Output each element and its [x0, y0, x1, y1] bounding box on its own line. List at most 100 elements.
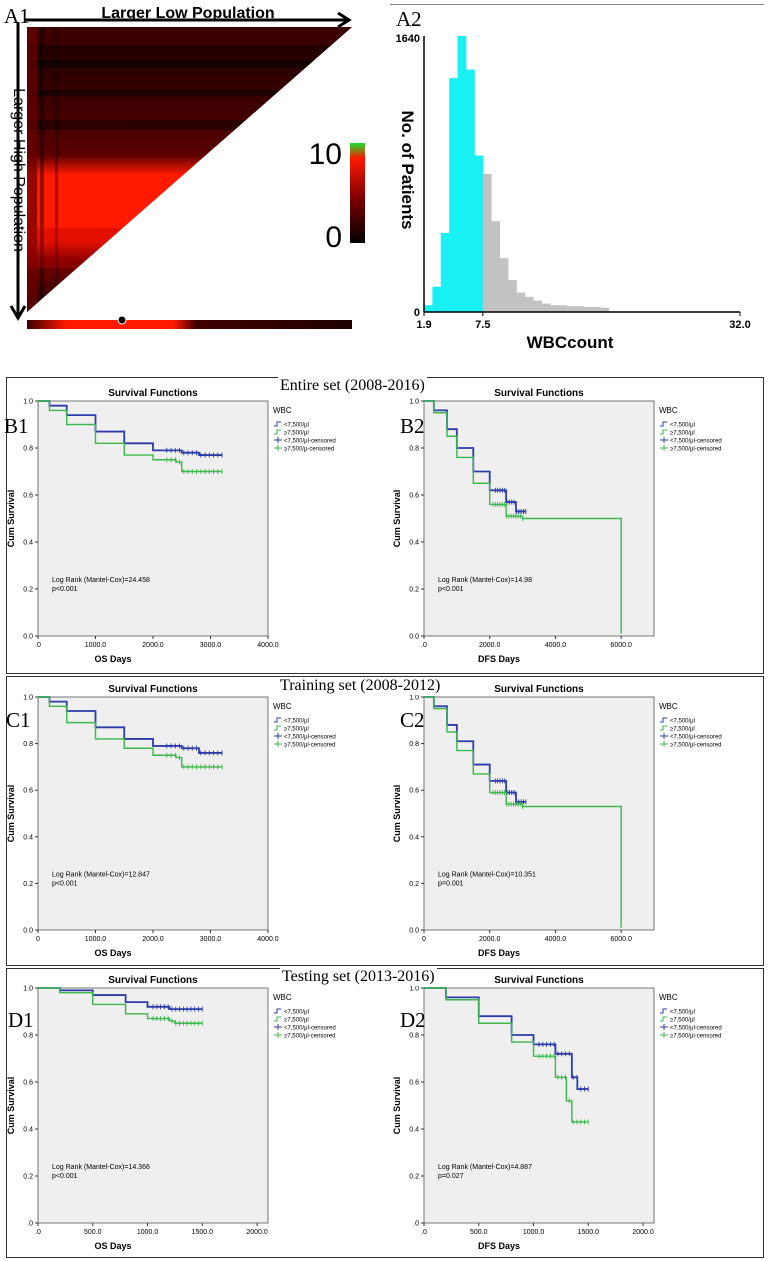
x-tick-label: 4000.0: [545, 936, 567, 943]
left-arrow-head: [9, 305, 27, 321]
legend-item: <7,500/μl-censored: [670, 735, 722, 741]
x-tick-label: .0: [421, 1229, 427, 1236]
x-tick-label: 3000.0: [200, 936, 222, 943]
legend-item: <7,500/μl-censored: [284, 1026, 336, 1032]
censor-marks: [538, 1053, 589, 1125]
x-tick-label: 2000.0: [479, 936, 501, 943]
x-tick-label: 4000.0: [545, 642, 567, 649]
hist-xtick-1: 1.9: [416, 319, 431, 331]
x-tick-label: 500.0: [470, 1229, 488, 1236]
logrank-stat: Log Rank (Mantel-Cox)=14.98: [438, 577, 532, 584]
y-tick-label: 0.2: [409, 1174, 419, 1181]
panel-label-b2: B2: [400, 414, 425, 438]
hist-y-top: 1640: [396, 33, 420, 45]
legend-item: <7,500/μl-censored: [284, 735, 336, 741]
plot-title: Survival Functions: [494, 975, 584, 986]
logrank-p: p=0.027: [438, 1173, 464, 1180]
censor-marks: [494, 778, 527, 805]
y-tick-label: 0.6: [23, 1080, 33, 1087]
logrank-p: p<0.001: [52, 880, 78, 887]
hist-bar: [541, 303, 551, 312]
histogram-bars: [424, 36, 610, 312]
x-tick-label: 0: [36, 936, 40, 943]
y-tick-label: .0: [413, 1221, 419, 1228]
y-tick-label: 0.8: [23, 446, 33, 453]
panel-label-a2: A2: [396, 7, 422, 31]
left-arrow-label: Larger High Population: [10, 88, 27, 252]
legend-title: WBC: [273, 702, 292, 711]
plot-area: [423, 696, 655, 931]
x-tick-label: .0: [35, 642, 41, 649]
panel-label-c1: C1: [6, 708, 31, 732]
plot-area: [37, 696, 269, 931]
x-axis-label: DFS Days: [478, 948, 520, 958]
legend-swatch: [660, 1008, 667, 1014]
hist-bar: [600, 307, 610, 312]
y-tick-label: 1.0: [23, 986, 33, 993]
censor-marks: [166, 457, 223, 474]
legend-item: ≥7,500/μl: [284, 727, 309, 733]
legend-swatch: [274, 717, 281, 723]
hist-bar: [591, 306, 601, 312]
y-tick-label: 0.6: [409, 788, 419, 795]
legend-item: ≥7,500/μl-censored: [670, 743, 721, 749]
y-tick-label: 0.2: [23, 1174, 33, 1181]
legend-item: <7,500/μl-censored: [670, 1026, 722, 1032]
plot-area: [37, 400, 269, 637]
y-tick-label: 0.4: [409, 540, 419, 547]
y-tick-label: 0.6: [23, 493, 33, 500]
x-tick-label: 3000.0: [200, 642, 222, 649]
hist-bar: [499, 258, 509, 312]
censor-marks: [492, 790, 524, 810]
x-tick-label: .0: [421, 642, 427, 649]
survival-curve-high-wbc: [38, 987, 203, 1024]
legend-item: ≥7,500/μl-censored: [284, 1034, 335, 1040]
km-plot-c2: Survival Functions 0.0 0.2 0.4 0.6 0.8 1.0 0 200…: [392, 684, 722, 958]
y-tick-label: 0.2: [23, 587, 33, 594]
legend-item: ≥7,500/μl-censored: [284, 743, 335, 749]
hist-bar: [491, 221, 500, 312]
x-axis-label: DFS Days: [478, 654, 520, 664]
heatmap-bottom-strip: [27, 320, 352, 329]
y-tick-label: 1.0: [409, 399, 419, 406]
x-tick-label: 4000.0: [257, 642, 279, 649]
y-axis-label: Cum Survival: [6, 785, 16, 843]
legend-swatch: [660, 1016, 667, 1022]
hist-bar: [474, 155, 484, 312]
plot-area: [423, 987, 655, 1224]
logrank-stat: Log Rank (Mantel-Cox)=10.351: [438, 871, 536, 878]
hist-bar: [566, 306, 576, 312]
x-tick-label: .0: [35, 1229, 41, 1236]
legend-swatch: [274, 421, 281, 427]
panel-a2-histogram: 1640 0 No. of Patients 1.9 7.5 32.0 WBCc…: [396, 33, 751, 352]
legend-title: WBC: [659, 702, 678, 711]
hist-bar: [440, 232, 450, 312]
km-plot-d1: Survival Functions .0 0.2 0.4 0.6 0.8 1.0 .0 500…: [6, 975, 336, 1251]
legend-swatch: [660, 421, 667, 427]
survival-curve-low-wbc: [424, 987, 589, 1090]
y-axis-label: Cum Survival: [392, 490, 402, 548]
plot-title: Survival Functions: [108, 975, 198, 986]
legend-item: ≥7,500/μl: [670, 431, 695, 437]
x-tick-label: 6000.0: [610, 642, 632, 649]
legend-title: WBC: [659, 993, 678, 1002]
x-tick-label: 500.0: [84, 1229, 102, 1236]
logrank-stat: Log Rank (Mantel-Cox)=12.847: [52, 871, 150, 878]
logrank-stat: Log Rank (Mantel-Cox)=4.887: [438, 1164, 532, 1171]
x-tick-label: 2000.0: [479, 642, 501, 649]
section-title-testing: Testing set (2013-2016): [280, 968, 437, 986]
censor-marks: [152, 1016, 203, 1026]
y-tick-label: .0: [27, 1221, 33, 1228]
x-tick-label: 1000.0: [85, 642, 107, 649]
hist-bar: [575, 306, 584, 312]
censor-marks: [538, 1041, 589, 1092]
y-tick-label: 0.6: [23, 788, 33, 795]
top-arrow-head: [337, 11, 352, 29]
y-tick-label: 1.0: [23, 399, 33, 406]
legend-item: <7,500/μl: [284, 423, 309, 429]
section-title-entire: Entire set (2008-2016): [278, 377, 427, 395]
x-tick-label: 1000.0: [523, 1229, 545, 1236]
x-tick-label: 0: [422, 936, 426, 943]
panel-label-b1: B1: [4, 414, 29, 438]
x-tick-label: 4000.0: [257, 936, 279, 943]
